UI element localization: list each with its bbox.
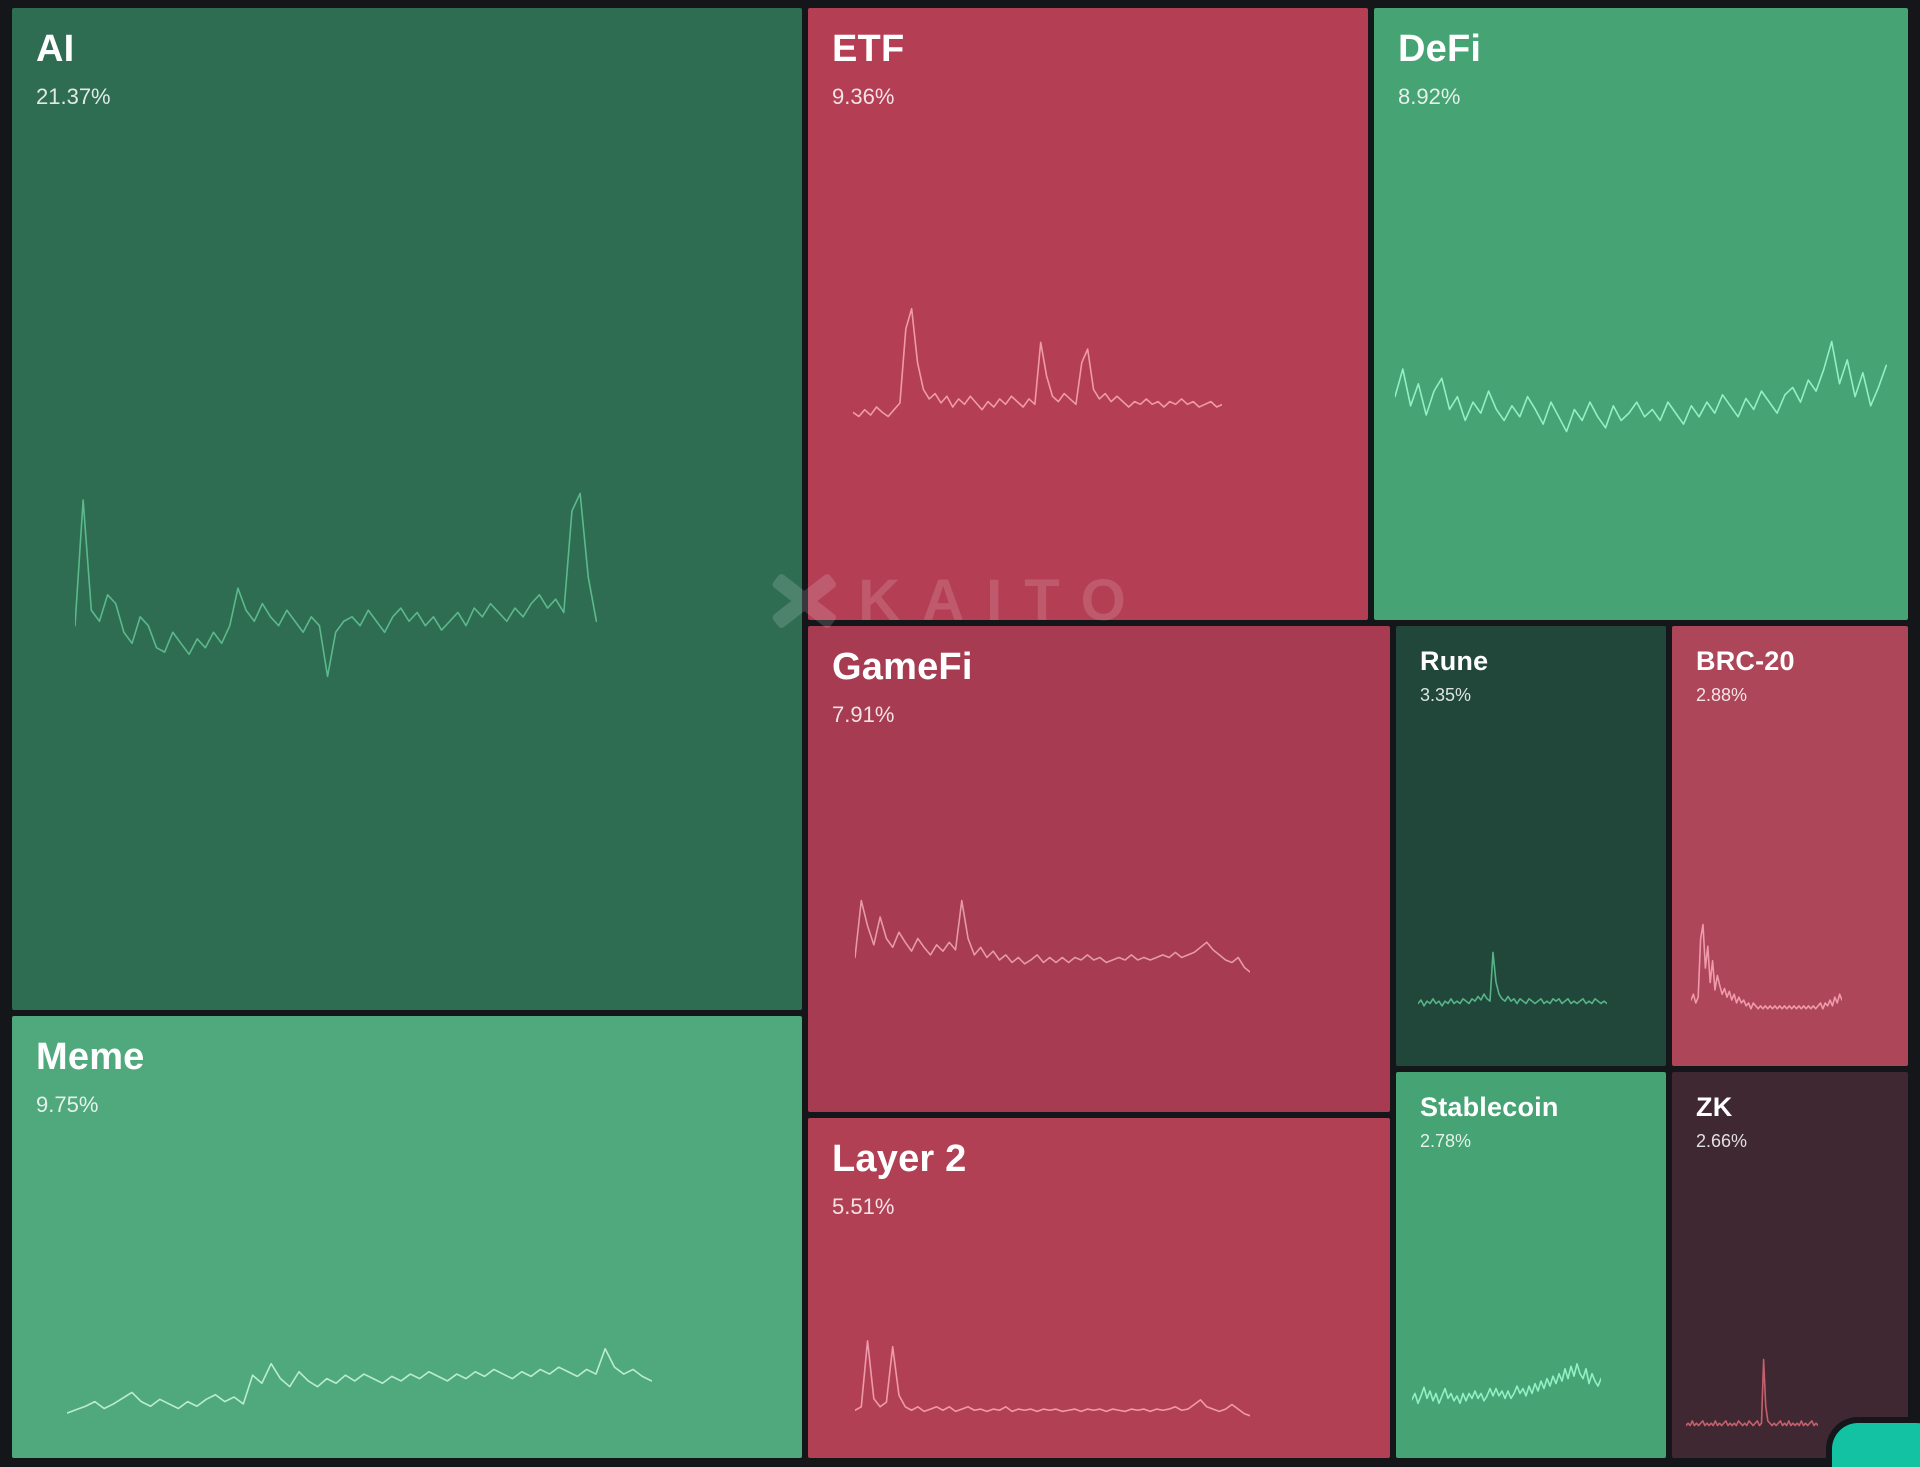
- sector-title: GameFi: [832, 646, 973, 688]
- cell-content: AI 21.37%: [12, 8, 802, 1010]
- cell-content: Meme 9.75%: [12, 1016, 802, 1458]
- cell-content: ZK 2.66%: [1672, 1072, 1908, 1458]
- sector-percent: 3.35%: [1420, 685, 1472, 706]
- cell-content: GameFi 7.91%: [808, 626, 1390, 1112]
- stablecoin-sparkline: [1412, 1307, 1601, 1431]
- treemap-cell-layer2[interactable]: Layer 2 5.51%: [808, 1118, 1390, 1458]
- sector-percent: 8.92%: [1398, 83, 1461, 109]
- sector-title: Rune: [1420, 646, 1489, 676]
- sector-title: DeFi: [1398, 28, 1482, 70]
- sector-percent: 21.37%: [36, 83, 111, 109]
- chat-widget-button[interactable]: [1832, 1423, 1920, 1467]
- treemap-cell-ai[interactable]: AI 21.37%: [12, 8, 802, 1010]
- cell-content: BRC-20 2.88%: [1672, 626, 1908, 1066]
- cell-content: Rune 3.35%: [1396, 626, 1666, 1066]
- treemap-cell-zk[interactable]: ZK 2.66%: [1672, 1072, 1908, 1458]
- treemap-cell-rune[interactable]: Rune 3.35%: [1396, 626, 1666, 1066]
- treemap-cell-meme[interactable]: Meme 9.75%: [12, 1016, 802, 1458]
- cell-content: Stablecoin 2.78%: [1396, 1072, 1666, 1458]
- treemap-cell-brc20[interactable]: BRC-20 2.88%: [1672, 626, 1908, 1066]
- sector-title: Meme: [36, 1036, 145, 1078]
- sector-percent: 9.36%: [832, 83, 895, 109]
- brc20-sparkline: [1691, 881, 1842, 1026]
- defi-sparkline: [1395, 314, 1886, 498]
- meme-sparkline: [67, 1312, 652, 1427]
- sector-title: ETF: [832, 28, 905, 70]
- zk-sparkline: [1686, 1319, 1818, 1435]
- rune-sparkline: [1418, 899, 1607, 1018]
- sector-title: Layer 2: [832, 1138, 967, 1180]
- ai-sparkline: [75, 489, 596, 709]
- treemap-cell-etf[interactable]: ETF 9.36%: [808, 8, 1368, 620]
- gamefi-sparkline: [855, 869, 1251, 995]
- sector-percent: 2.88%: [1696, 685, 1748, 706]
- layer2-sparkline: [855, 1312, 1251, 1428]
- sector-title: ZK: [1696, 1092, 1733, 1122]
- treemap-cell-gamefi[interactable]: GameFi 7.91%: [808, 626, 1390, 1112]
- sector-percent: 5.51%: [832, 1193, 895, 1219]
- sector-title: Stablecoin: [1420, 1092, 1559, 1122]
- treemap-cell-stablecoin[interactable]: Stablecoin 2.78%: [1396, 1072, 1666, 1458]
- cell-content: DeFi 8.92%: [1374, 8, 1908, 620]
- sector-percent: 9.75%: [36, 1091, 99, 1117]
- cell-content: ETF 9.36%: [808, 8, 1368, 620]
- sector-percent: 7.91%: [832, 701, 895, 727]
- cell-content: Layer 2 5.51%: [808, 1118, 1390, 1458]
- sector-title: BRC-20: [1696, 646, 1795, 676]
- treemap-cell-defi[interactable]: DeFi 8.92%: [1374, 8, 1908, 620]
- sector-percent: 2.66%: [1696, 1131, 1748, 1152]
- sector-percent: 2.78%: [1420, 1131, 1472, 1152]
- sector-title: AI: [36, 28, 75, 70]
- etf-sparkline: [853, 302, 1223, 437]
